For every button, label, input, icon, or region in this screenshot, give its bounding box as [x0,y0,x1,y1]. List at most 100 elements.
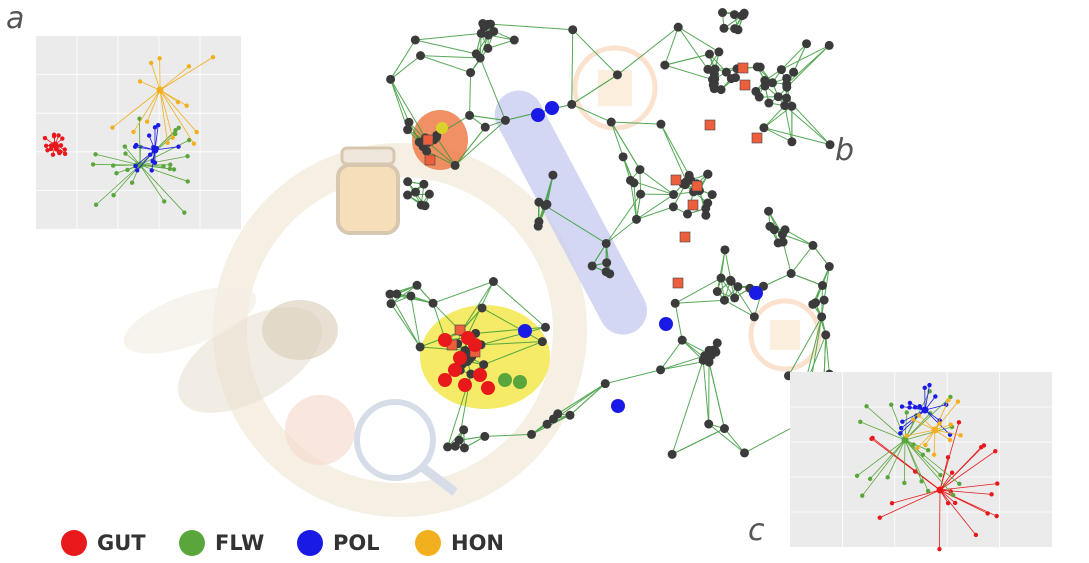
sample-point [114,171,119,176]
node [776,65,786,75]
edge [674,277,722,304]
node [636,189,646,199]
edge [420,346,466,351]
edge [702,360,710,425]
spider-line [904,396,951,441]
node [721,67,731,77]
sample-point [176,125,181,130]
spider-line [939,450,996,491]
edge [475,326,546,334]
sample-point [858,419,863,425]
node [667,449,677,459]
sample-point [137,79,143,84]
sample-point [947,437,953,443]
spider-line [154,125,159,151]
sample-point [927,382,932,388]
node [710,64,720,74]
node [720,245,730,255]
sample-point [170,135,175,140]
sample-point [51,134,57,139]
sample-point [90,162,96,167]
edge [571,103,612,123]
edge [708,423,745,454]
edge [490,23,573,31]
node [802,39,812,49]
edge [390,55,421,80]
sample-point [948,422,953,427]
sample-point [137,116,142,121]
node [392,289,402,299]
spider-line [934,399,949,431]
node [509,35,519,45]
sample-point [171,167,177,172]
node [725,275,735,285]
edge [420,55,471,74]
sample-point [877,515,882,520]
spider-line [918,415,936,431]
legend-swatch [61,530,87,556]
sample-point [902,480,907,486]
spider-line [133,89,161,133]
node [673,22,683,32]
sample-point [210,55,216,60]
node [477,303,487,313]
magnifier-handle [419,463,458,496]
centroid [901,436,909,444]
node [731,73,741,83]
node [618,152,628,162]
gut-node [438,373,452,387]
node [677,335,687,345]
node [404,117,414,127]
sample-point [933,394,938,399]
edge [617,26,679,76]
honey-jar [336,163,400,235]
spider-line [112,89,161,128]
sample-point [957,481,962,486]
node [712,338,722,348]
node [466,369,476,379]
node [765,221,775,231]
spider-line [139,164,188,182]
node-square [751,132,763,144]
sample-point [869,436,874,442]
node [548,170,558,180]
sample-point [60,136,65,141]
edge [823,266,830,301]
spider-line [124,146,141,166]
sample-point [110,163,116,168]
node [712,287,722,297]
edge [483,341,543,366]
sample-point [147,152,153,157]
node [386,299,396,309]
spider-line [934,429,961,436]
node [773,238,783,248]
sample-point [185,179,190,184]
node [703,198,713,208]
spider-line [139,81,161,91]
spider-line [154,146,179,151]
sample-point [949,470,955,475]
edge [454,119,506,166]
faded-icon [285,395,355,465]
edge [724,299,755,318]
edge [390,79,410,123]
node [781,93,791,103]
sample-point [945,455,951,460]
sample-point [898,431,903,436]
sample-point [150,158,155,164]
edge [784,105,831,146]
node [789,67,799,77]
sample-point [889,501,895,506]
node [488,277,498,287]
node [719,23,729,33]
sample-point [925,488,931,494]
sample-point [110,125,115,130]
spider-line [939,457,949,491]
node [670,298,680,308]
sample-point [907,405,912,410]
edge [481,307,543,343]
node [729,10,739,20]
node [625,175,635,185]
edge [763,127,793,143]
node [466,68,476,78]
